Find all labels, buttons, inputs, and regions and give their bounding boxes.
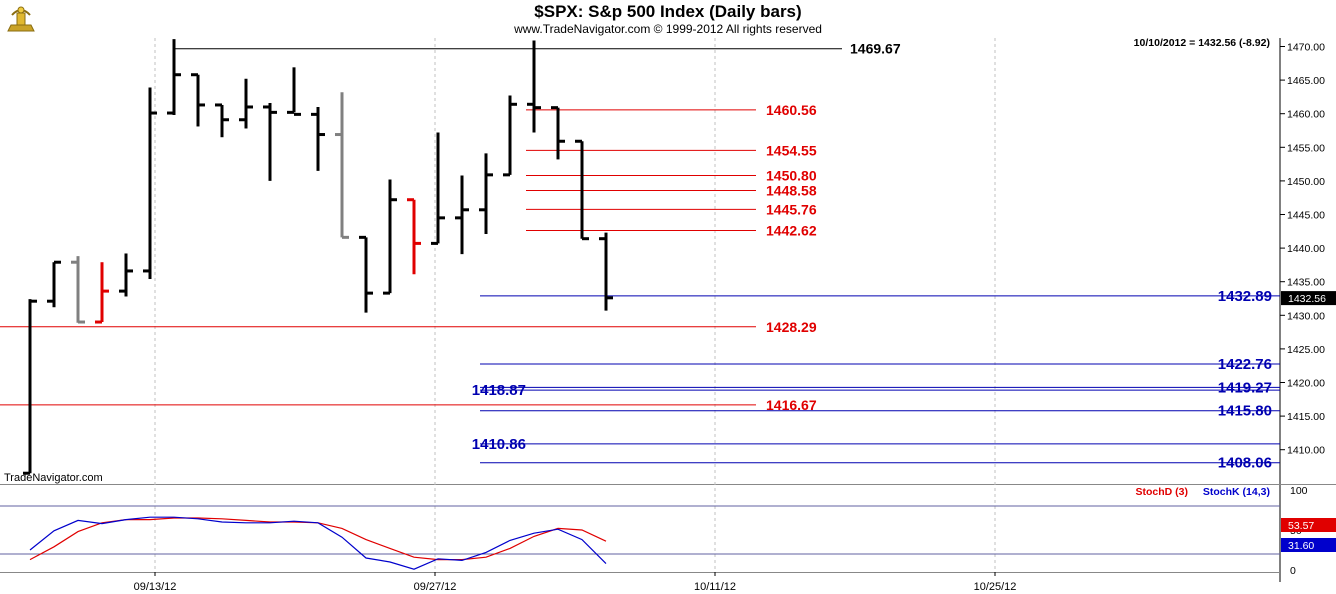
price-tick-label: 1430.00 xyxy=(1287,310,1325,322)
level-label: 1419.27 xyxy=(1218,379,1272,396)
stoch-d-last-box xyxy=(1281,518,1336,532)
level-label: 1428.29 xyxy=(766,319,817,335)
level-label: 1432.89 xyxy=(1218,288,1272,305)
level-label: 1408.06 xyxy=(1218,455,1272,472)
price-axis: 1410.00 1415.00 1420.00 1425.00 1430.00 1435.… xyxy=(4,37,1336,484)
price-tick-label: 1450.00 xyxy=(1287,176,1325,188)
price-tick-label: 1455.00 xyxy=(1287,142,1325,154)
level-label: 1418.87 xyxy=(472,382,526,399)
level-label: 1469.67 xyxy=(850,41,901,57)
level-label: 1416.67 xyxy=(766,397,817,413)
price-tick-label: 1410.00 xyxy=(1287,445,1325,457)
last-price-label: 1432.56 xyxy=(1288,293,1326,305)
date-tick-label: 10/25/12 xyxy=(974,581,1017,593)
stoch-tick-label: 0 xyxy=(1290,565,1296,577)
price-tick-label: 1415.00 xyxy=(1287,411,1325,423)
date-axis: 09/13/12 09/27/12 10/11/12 10/25/12 xyxy=(134,572,1017,593)
date-tick-label: 09/13/12 xyxy=(134,581,177,593)
price-tick-label: 1440.00 xyxy=(1287,243,1325,255)
price-tick-label: 1465.00 xyxy=(1287,75,1325,87)
price-tick-label: 1445.00 xyxy=(1287,210,1325,222)
price-tick-label: 1435.00 xyxy=(1287,277,1325,289)
chart-title: $SPX: S&p 500 Index (Daily bars) xyxy=(534,2,802,21)
grid-lines xyxy=(0,38,1336,582)
level-label: 1445.76 xyxy=(766,201,817,217)
stoch-k-last-label: 31.60 xyxy=(1288,540,1314,552)
level-label: 1460.56 xyxy=(766,102,817,118)
level-label: 1450.80 xyxy=(766,168,817,184)
date-tick-label: 09/27/12 xyxy=(414,581,457,593)
level-label: 1448.58 xyxy=(766,182,817,198)
level-label: 1422.76 xyxy=(1218,356,1272,373)
last-price-box xyxy=(1281,291,1336,306)
stoch-series-line xyxy=(29,516,607,570)
price-bars xyxy=(23,39,613,475)
watermark-label: TradeNavigator.com xyxy=(4,472,103,484)
stoch-k-last-box xyxy=(1281,538,1336,552)
level-label: 1454.55 xyxy=(766,142,817,158)
price-tick-label: 1470.00 xyxy=(1287,42,1325,54)
stoch-series-line xyxy=(29,517,607,561)
date-tick-label: 10/11/12 xyxy=(694,581,736,593)
stoch-tick-label: 100 xyxy=(1290,485,1308,497)
price-tick-label: 1460.00 xyxy=(1287,109,1325,121)
stoch-d-last-label: 53.57 xyxy=(1288,520,1314,532)
level-label: 1410.86 xyxy=(472,436,526,453)
price-tick-label: 1420.00 xyxy=(1287,378,1325,390)
level-label: 1415.80 xyxy=(1218,403,1272,420)
price-tick-label: 1425.00 xyxy=(1287,344,1325,356)
level-label: 1442.62 xyxy=(766,222,817,238)
copyright-notice: www.TradeNavigator.com © 1999-2012 All r… xyxy=(514,22,822,36)
stoch-legend-k: StochK (14,3) xyxy=(1203,486,1270,498)
trade-navigator-logo-icon xyxy=(7,6,35,32)
stoch-legend-d: StochD (3) xyxy=(1136,486,1189,498)
last-quote-label: 10/10/2012 = 1432.56 (-8.92) xyxy=(1134,37,1270,49)
